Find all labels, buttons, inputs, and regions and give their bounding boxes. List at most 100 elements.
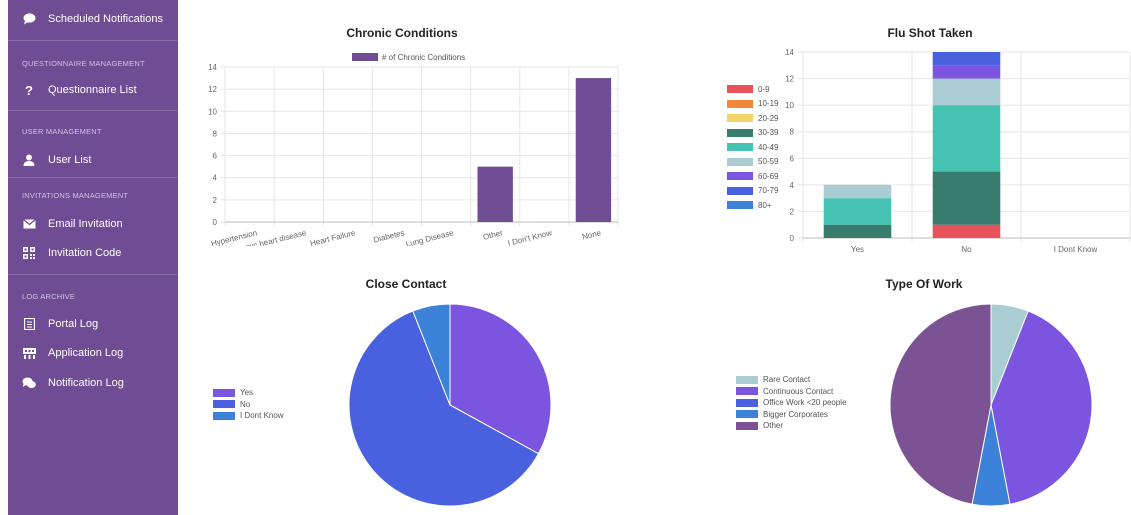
sidebar-item-notification-log[interactable]: Notification Log: [8, 371, 178, 395]
close-contact-legend: Yes No I Dont Know: [213, 387, 284, 422]
section-invitations-management: INVITATIONS MANAGEMENT: [22, 191, 129, 200]
y-tick-label: 12: [785, 75, 794, 84]
legend-item[interactable]: 30-39: [727, 126, 778, 141]
y-tick-label: 6: [213, 152, 218, 161]
chronic-conditions-chart: # of Chronic Conditions02468101214Hypert…: [208, 53, 619, 246]
legend-label: # of Chronic Conditions: [382, 53, 465, 62]
y-tick-label: 10: [785, 101, 794, 110]
legend-item[interactable]: Bigger Corporates: [736, 409, 847, 421]
close-contact-chart: [348, 303, 552, 507]
y-tick-label: 10: [208, 107, 217, 116]
legend-item[interactable]: 80+: [727, 198, 778, 213]
x-tick-label: None: [581, 228, 602, 241]
legend-swatch: [736, 398, 758, 407]
bar-segment-no-30-39: [932, 171, 1001, 225]
legend-item[interactable]: No: [213, 399, 284, 411]
sidebar-item-label: Questionnaire List: [48, 84, 137, 96]
legend-label: Yes: [240, 388, 254, 398]
legend-item[interactable]: 20-29: [727, 111, 778, 126]
legend-label: Continuous Contact: [763, 386, 834, 396]
legend-item[interactable]: 0-9: [727, 82, 778, 97]
divider: [8, 177, 178, 178]
legend-item[interactable]: 40-49: [727, 140, 778, 155]
legend-label: Bigger Corporates: [763, 409, 828, 419]
divider: [8, 40, 178, 41]
legend-swatch: [727, 186, 753, 195]
legend-label: I Dont Know: [240, 411, 284, 421]
bar-segment-no-40-49: [932, 105, 1001, 172]
section-log-archive: LOG ARCHIVE: [22, 292, 76, 301]
legend-item[interactable]: Yes: [213, 387, 284, 399]
y-tick-label: 4: [213, 174, 218, 183]
legend-item[interactable]: 50-59: [727, 155, 778, 170]
sidebar-item-scheduled-notifications[interactable]: Scheduled Notifications: [8, 7, 178, 31]
legend-swatch: [727, 157, 753, 166]
type-of-work-chart: [889, 303, 1093, 507]
legend-label: 60-69: [758, 171, 779, 181]
legend-label: 0-9: [758, 84, 770, 94]
bar-other: [477, 166, 513, 222]
chart-title-chronic-conditions: Chronic Conditions: [346, 26, 458, 40]
y-tick-label: 8: [213, 129, 218, 138]
sidebar-item-application-log[interactable]: Application Log: [8, 341, 178, 365]
legend-item[interactable]: 70-79: [727, 184, 778, 199]
divider: [8, 110, 178, 111]
legend-swatch: [213, 411, 235, 420]
sidebar-item-portal-log[interactable]: Portal Log: [8, 312, 178, 336]
pie-slice-other: [889, 303, 992, 505]
legend-swatch: [736, 410, 758, 419]
y-tick-label: 2: [790, 207, 795, 216]
legend-item[interactable]: Other: [736, 420, 847, 432]
y-tick-label: 14: [208, 63, 217, 72]
user-icon: [22, 153, 36, 167]
comments-icon: [22, 376, 36, 390]
sidebar-item-label: Scheduled Notifications: [48, 13, 163, 25]
legend-label: Rare Contact: [763, 375, 811, 385]
sidebar-item-label: Email Invitation: [48, 218, 123, 230]
x-tick-label: I Dont Know: [1054, 245, 1098, 254]
sidebar-item-label: Invitation Code: [48, 247, 122, 259]
legend-item[interactable]: I Dont Know: [213, 410, 284, 422]
sidebar-item-label: User List: [48, 154, 92, 166]
bar-segment-yes-40-49: [823, 198, 892, 225]
bar-segment-yes-50-59: [823, 184, 892, 199]
sidebar-item-questionnaire-list[interactable]: ? Questionnaire List: [8, 78, 178, 102]
type-of-work-legend: Rare Contact Continuous Contact Office Wor…: [736, 374, 847, 432]
chart-title-type-of-work: Type Of Work: [885, 277, 963, 291]
sidebar-item-label: Portal Log: [48, 318, 99, 330]
legend-item[interactable]: 60-69: [727, 169, 778, 184]
y-tick-label: 0: [790, 234, 795, 243]
legend-label: No: [240, 399, 251, 409]
pie-slice-yes: [449, 303, 552, 455]
legend-item[interactable]: Office Work <20 people: [736, 397, 847, 409]
legend-item[interactable]: Continuous Contact: [736, 386, 847, 398]
legend-swatch: [352, 53, 378, 61]
x-tick-label: Lung Disease: [405, 228, 455, 246]
legend-label: Other: [763, 421, 784, 431]
legend-label: 10-19: [758, 99, 779, 109]
question-icon: ?: [25, 82, 33, 98]
sidebar-item-label: Application Log: [48, 347, 124, 359]
chart-title-close-contact: Close Contact: [365, 277, 447, 291]
legend-label: 70-79: [758, 186, 779, 196]
sidebar-item-invitation-code[interactable]: Invitation Code: [8, 241, 178, 265]
legend-item[interactable]: Rare Contact: [736, 374, 847, 386]
legend-swatch: [727, 172, 753, 181]
chart-title-flu-shot-taken: Flu Shot Taken: [887, 26, 973, 40]
legend-swatch: [727, 128, 753, 137]
envelope-icon: [22, 217, 36, 231]
y-tick-label: 6: [790, 154, 795, 163]
sidebar-item-email-invitation[interactable]: Email Invitation: [8, 212, 178, 236]
section-user-management: USER MANAGEMENT: [22, 127, 102, 136]
comment-icon: [22, 12, 36, 26]
y-tick-label: 12: [208, 85, 217, 94]
legend-swatch: [727, 143, 753, 152]
file-icon: [22, 317, 36, 331]
divider: [8, 274, 178, 275]
bar-none: [575, 78, 612, 222]
x-tick-label: Yes: [851, 245, 864, 254]
y-tick-label: 2: [213, 196, 218, 205]
legend-item[interactable]: 10-19: [727, 97, 778, 112]
server-icon: [22, 346, 36, 360]
sidebar-item-user-list[interactable]: User List: [8, 148, 178, 172]
